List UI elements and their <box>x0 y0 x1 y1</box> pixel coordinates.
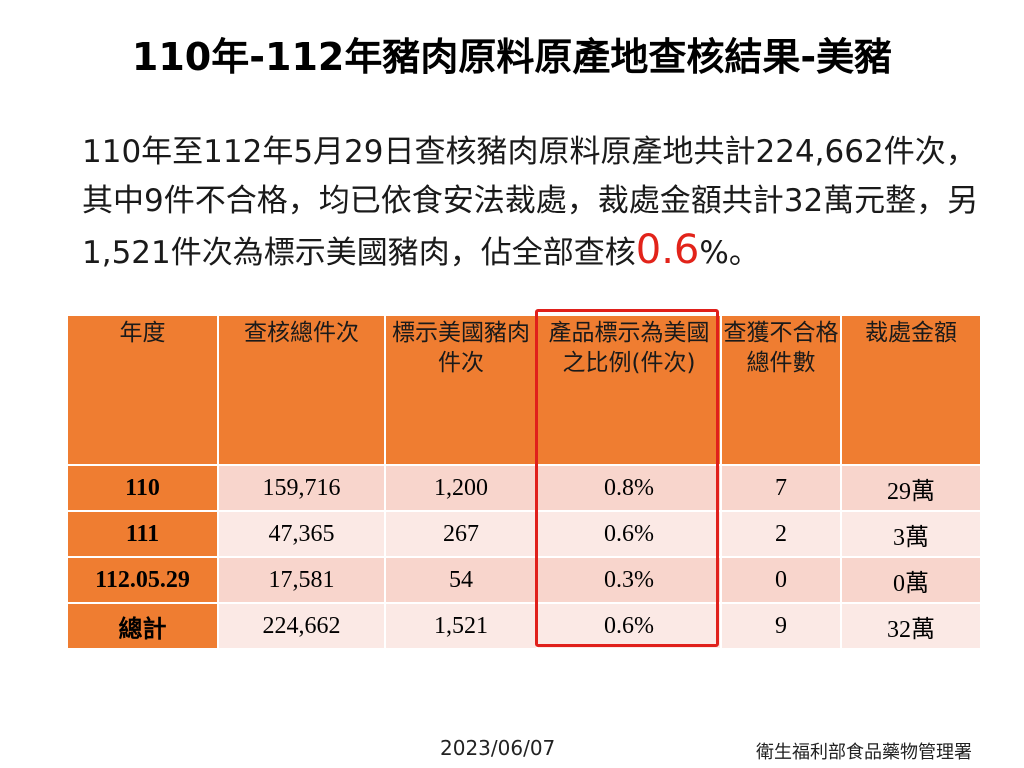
cell-us-count: 54 <box>384 556 538 604</box>
cell-us-count: 1,521 <box>384 602 538 650</box>
cell-total: 17,581 <box>217 556 386 604</box>
table-row: 110 159,716 1,200 0.8% 7 29萬 <box>66 464 982 512</box>
header-total: 查核總件次 <box>217 314 386 466</box>
cell-total: 224,662 <box>217 602 386 650</box>
cell-fail-count: 7 <box>720 464 842 512</box>
header-year: 年度 <box>66 314 219 466</box>
header-us-ratio: 產品標示為美國之比例(件次) <box>536 314 722 466</box>
cell-fail-count: 0 <box>720 556 842 604</box>
table-row: 111 47,365 267 0.6% 2 3萬 <box>66 510 982 558</box>
header-fail-count: 查獲不合格總件數 <box>720 314 842 466</box>
cell-us-count: 1,200 <box>384 464 538 512</box>
summary-text: 110年至112年5月29日查核豬肉原料原產地共計224,662件次，其中9件不… <box>82 134 979 271</box>
footer-organization: 衛生福利部食品藥物管理署 <box>756 742 972 763</box>
cell-total: 159,716 <box>217 464 386 512</box>
cell-year: 111 <box>66 510 219 558</box>
header-us-count: 標示美國豬肉件次 <box>384 314 538 466</box>
table-row-total: 總計 224,662 1,521 0.6% 9 32萬 <box>66 602 982 650</box>
cell-total: 47,365 <box>217 510 386 558</box>
table-row: 112.05.29 17,581 54 0.3% 0 0萬 <box>66 556 982 604</box>
cell-fail-count: 9 <box>720 602 842 650</box>
footer-date: 2023/06/07 <box>440 736 556 760</box>
inspection-table: 年度 查核總件次 標示美國豬肉件次 產品標示為美國之比例(件次) 查獲不合格總件… <box>66 314 982 650</box>
cell-year: 112.05.29 <box>66 556 219 604</box>
summary-paragraph: 110年至112年5月29日查核豬肉原料原產地共計224,662件次，其中9件不… <box>82 128 997 278</box>
cell-fine: 32萬 <box>840 602 982 650</box>
cell-fine: 0萬 <box>840 556 982 604</box>
cell-us-ratio: 0.6% <box>536 510 722 558</box>
cell-us-ratio: 0.8% <box>536 464 722 512</box>
summary-highlight-value: 0.6 <box>635 227 700 273</box>
cell-fine: 29萬 <box>840 464 982 512</box>
cell-us-ratio: 0.3% <box>536 556 722 604</box>
page-title: 110年-112年豬肉原料原產地查核結果-美豬 <box>131 35 893 79</box>
cell-fail-count: 2 <box>720 510 842 558</box>
cell-year: 總計 <box>66 602 219 650</box>
cell-us-ratio: 0.6% <box>536 602 722 650</box>
summary-text-end: %。 <box>699 235 760 271</box>
cell-year: 110 <box>66 464 219 512</box>
cell-fine: 3萬 <box>840 510 982 558</box>
header-fine: 裁處金額 <box>840 314 982 466</box>
cell-us-count: 267 <box>384 510 538 558</box>
table-header-row: 年度 查核總件次 標示美國豬肉件次 產品標示為美國之比例(件次) 查獲不合格總件… <box>66 314 982 466</box>
